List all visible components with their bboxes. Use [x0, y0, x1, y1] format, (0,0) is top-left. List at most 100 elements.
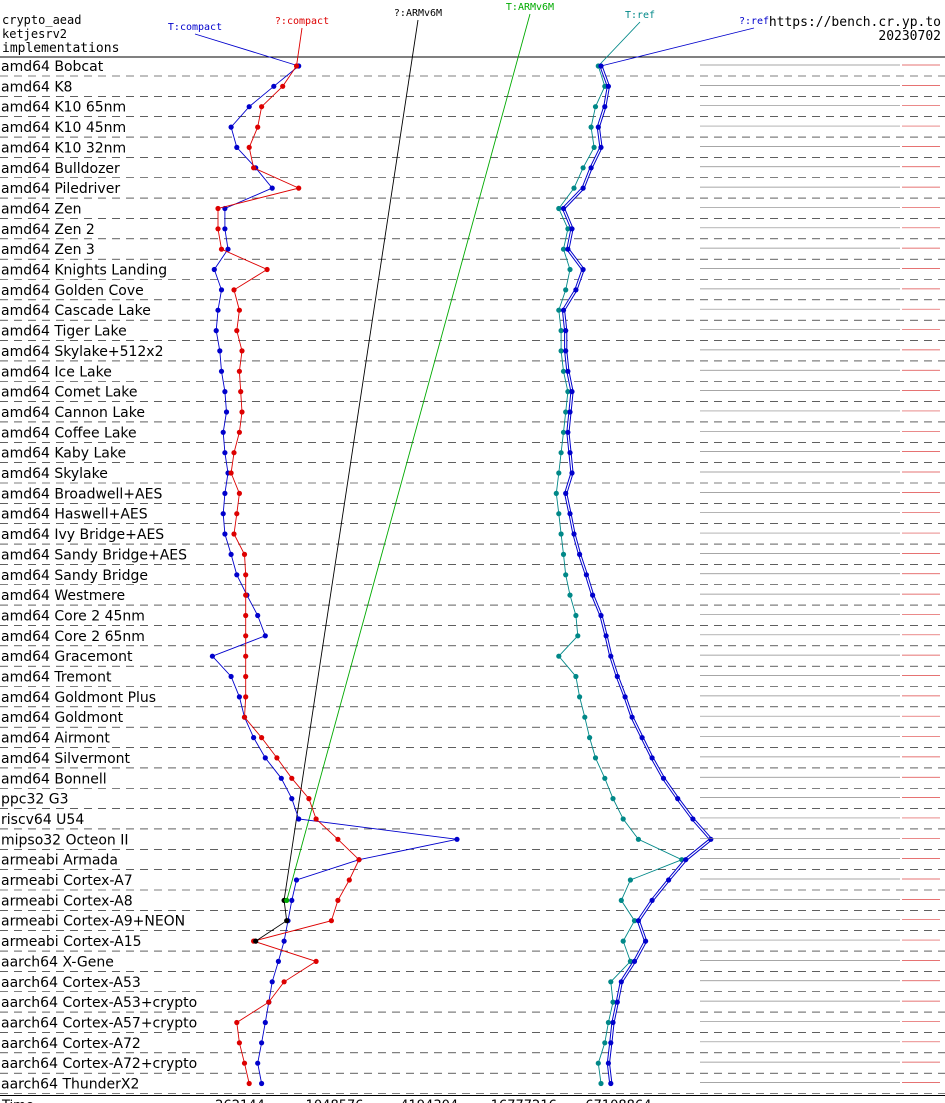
data-point: [558, 450, 564, 456]
machine-label: amd64 Skylake+512x2: [1, 344, 163, 360]
data-point: [708, 836, 714, 842]
data-point: [236, 307, 242, 313]
machine-label: amd64 Zen 2: [1, 222, 95, 238]
data-point: [225, 246, 231, 252]
data-point: [560, 368, 567, 374]
machine-label: amd64 Zen 3: [1, 242, 95, 258]
data-point: [649, 755, 655, 761]
machine-label: amd64 Tremont: [1, 670, 112, 686]
data-point: [560, 246, 567, 252]
data-point: [215, 205, 221, 212]
data-point: [234, 144, 240, 150]
data-point: [563, 328, 569, 334]
machine-label: amd64 Goldmont Plus: [1, 690, 156, 706]
machine-label: amd64 Silvermont: [1, 751, 131, 767]
data-point: [278, 775, 284, 781]
data-point: [243, 612, 249, 619]
data-point: [608, 653, 614, 659]
legend-entry: T:compact: [168, 22, 222, 33]
x-tick-label: 1048576: [306, 1099, 364, 1103]
machine-label: aarch64 X-Gene: [1, 954, 114, 970]
data-point: [262, 633, 268, 639]
data-point: [259, 1040, 265, 1046]
data-point: [255, 612, 261, 619]
data-point: [553, 490, 559, 496]
data-point: [567, 511, 573, 517]
data-point: [571, 531, 577, 537]
data-point: [571, 185, 577, 191]
machine-label: riscv64 U54: [1, 812, 84, 828]
data-point: [639, 735, 645, 741]
data-point: [228, 551, 234, 558]
x-tick-label: 4194304: [400, 1099, 458, 1103]
machine-label: armeabi Cortex-A9+NEON: [1, 914, 185, 930]
legend-leader: [296, 27, 303, 67]
data-point: [556, 511, 562, 517]
data-point: [643, 938, 649, 944]
data-point: [591, 144, 597, 150]
data-point: [259, 735, 265, 741]
data-point: [573, 612, 579, 619]
data-point: [556, 653, 562, 659]
data-point: [560, 205, 567, 212]
data-point: [610, 796, 616, 802]
data-point: [563, 287, 569, 293]
machine-label: amd64 Piledriver: [1, 181, 120, 197]
data-point: [289, 897, 295, 904]
data-point: [595, 124, 601, 130]
machine-label: amd64 Golden Cove: [1, 283, 144, 299]
legend-leader: [286, 13, 531, 901]
machine-label: amd64 Knights Landing: [1, 263, 167, 279]
data-point: [234, 572, 240, 578]
machine-label: amd64 K10 45nm: [1, 120, 126, 136]
machine-label: amd64 Gracemont: [1, 649, 133, 665]
data-point: [608, 1040, 614, 1046]
data-point: [577, 551, 583, 558]
data-point: [618, 979, 624, 985]
data-point: [335, 897, 341, 904]
data-point: [251, 735, 257, 741]
machine-label: aarch64 Cortex-A57+crypto: [1, 1015, 197, 1031]
data-point: [243, 572, 249, 578]
data-point: [243, 653, 249, 659]
data-point: [592, 755, 599, 761]
data-point: [580, 266, 586, 273]
data-point: [231, 450, 237, 456]
data-point: [243, 673, 249, 680]
data-point: [241, 551, 248, 558]
data-point: [567, 409, 573, 415]
data-point: [690, 816, 696, 822]
data-point: [614, 999, 620, 1005]
data-point: [588, 124, 594, 130]
data-point: [635, 836, 642, 842]
machine-label: amd64 Tiger Lake: [1, 324, 127, 340]
machine-label: armeabi Cortex-A15: [1, 934, 142, 950]
data-point: [215, 307, 221, 313]
machine-label: amd64 Ice Lake: [1, 364, 112, 380]
machine-label: aarch64 Cortex-A72: [1, 1036, 141, 1052]
machine-label: amd64 Zen: [1, 201, 81, 217]
chart-primitive: ketjesrv2: [2, 27, 68, 41]
data-point: [228, 470, 234, 476]
data-point: [209, 653, 215, 659]
machine-label: amd64 K10 65nm: [1, 100, 126, 116]
legend-entry: ?:ARMv6M: [394, 8, 442, 19]
data-point: [281, 979, 287, 985]
data-point: [281, 938, 287, 944]
data-point: [620, 938, 626, 944]
data-point: [211, 266, 217, 273]
data-point: [289, 796, 295, 802]
machine-label: amd64 Goldmont: [1, 710, 124, 726]
data-point: [241, 1060, 248, 1066]
data-point: [565, 429, 571, 435]
data-point: [255, 1060, 261, 1066]
data-point: [582, 714, 588, 720]
machine-label: amd64 Bonnell: [1, 771, 107, 787]
machine-label: aarch64 Cortex-A53+crypto: [1, 995, 197, 1011]
data-point: [556, 205, 562, 212]
data-point: [220, 511, 226, 517]
data-point: [218, 246, 225, 252]
machine-label: armeabi Cortex-A7: [1, 873, 133, 889]
data-point: [284, 918, 290, 924]
